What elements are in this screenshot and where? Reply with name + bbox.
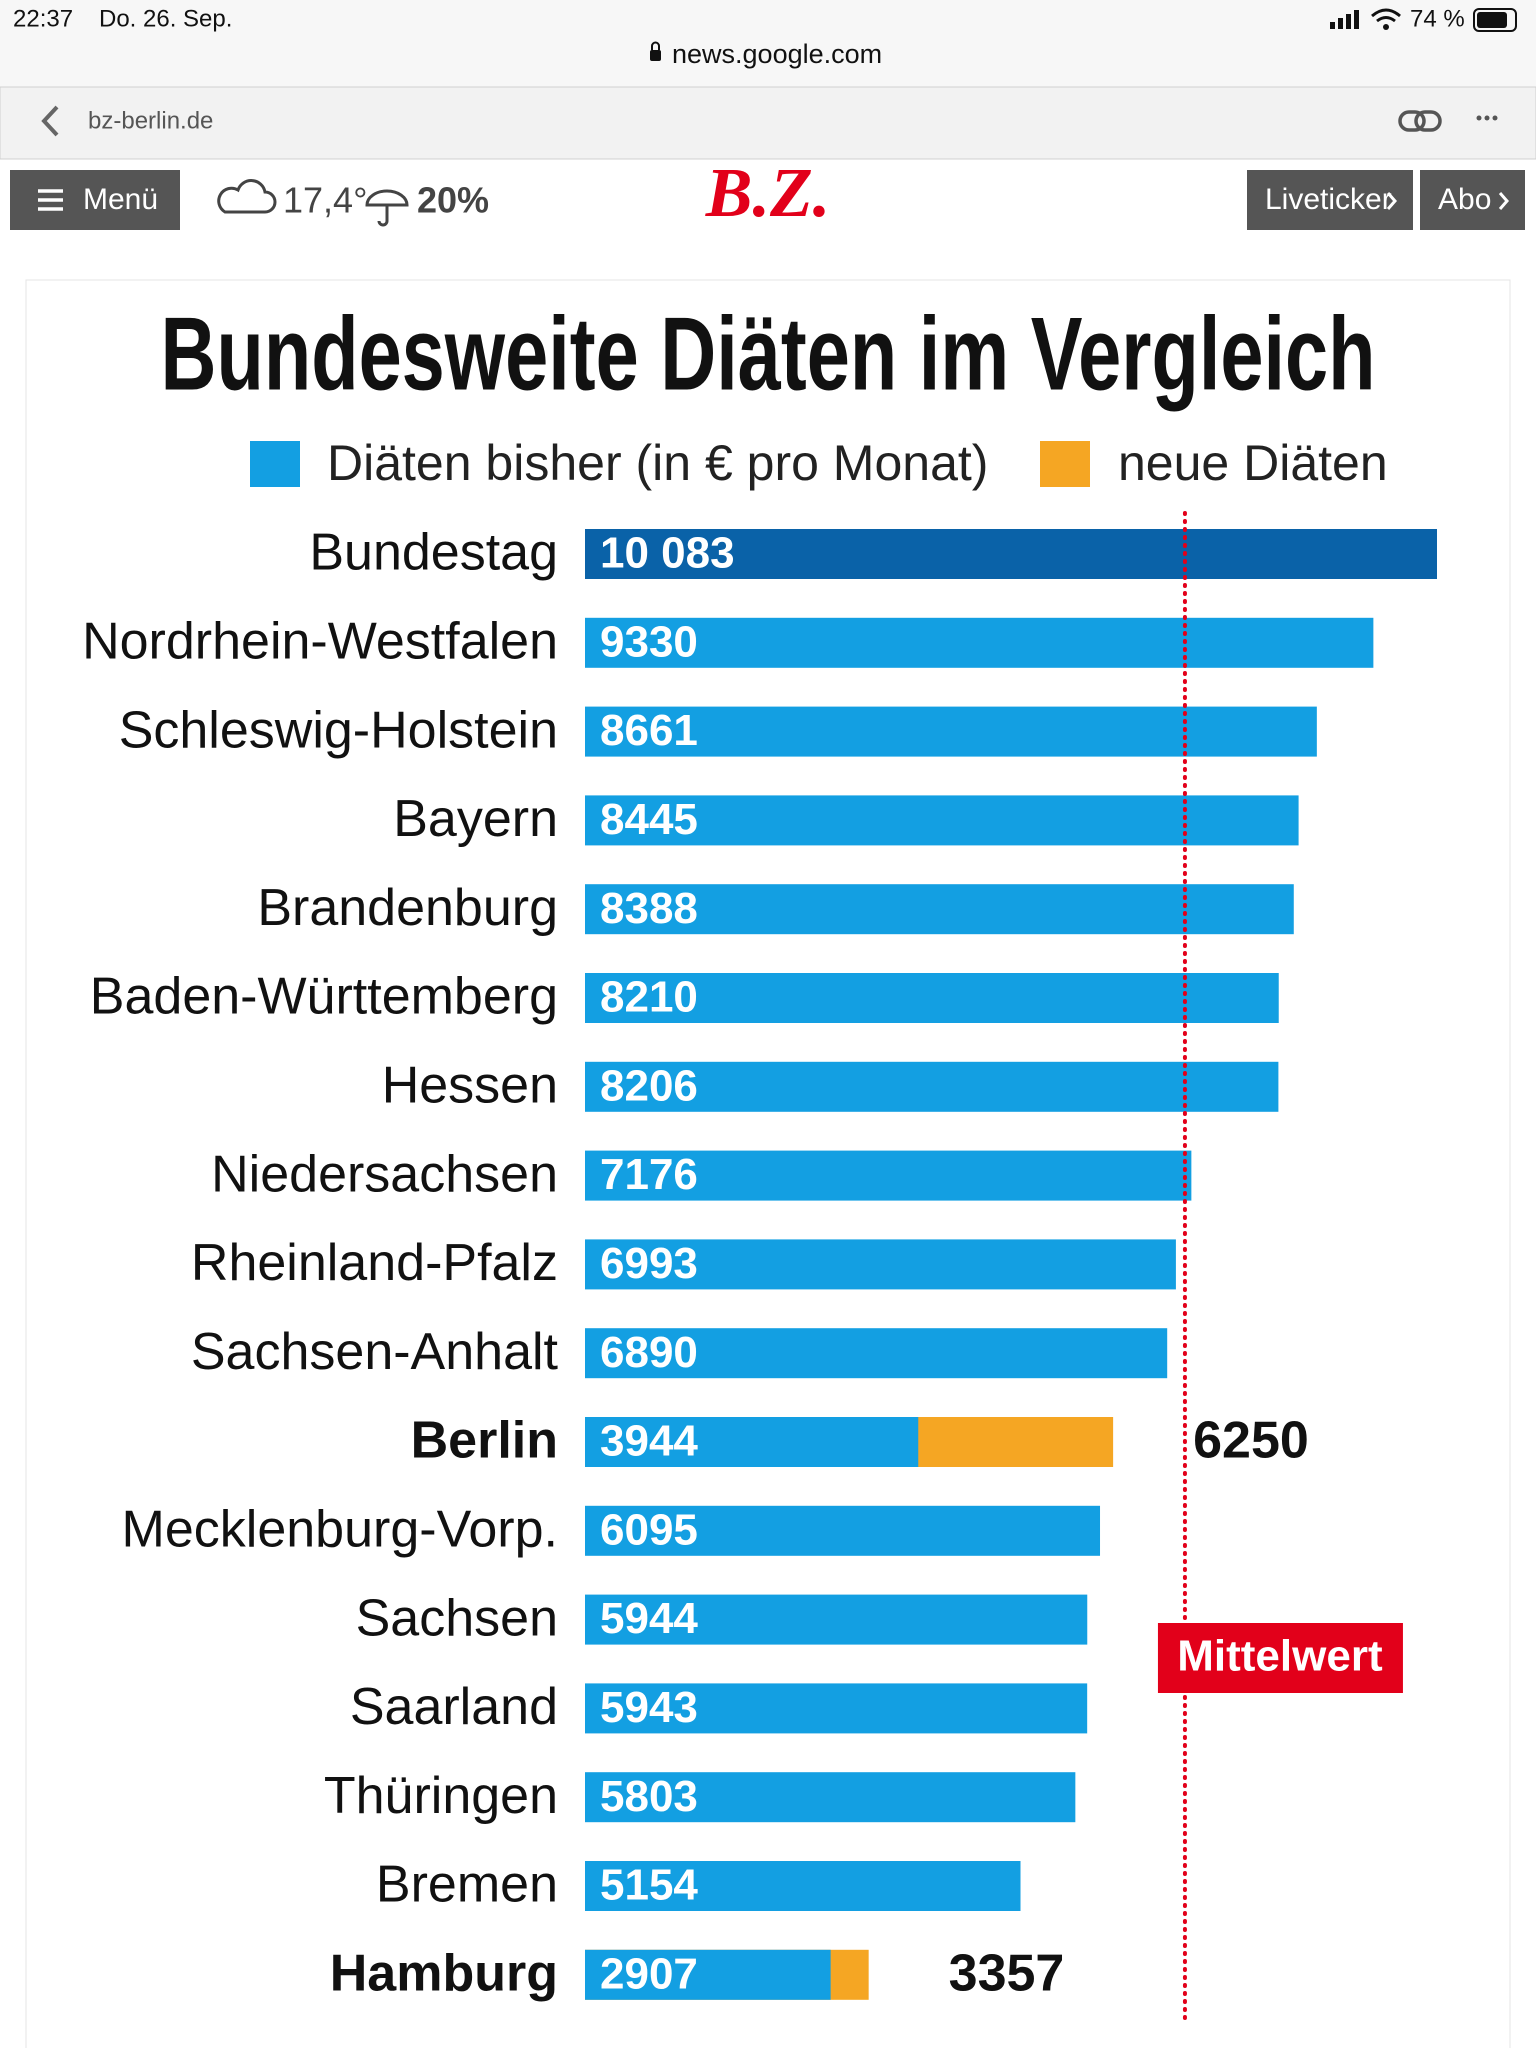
bar <box>585 884 1294 935</box>
wifi-dot <box>1383 24 1389 30</box>
category-label: Niedersachsen <box>211 1145 558 1203</box>
category-label: Mecklenburg-Vorp. <box>122 1501 558 1559</box>
category-label: Thüringen <box>324 1767 558 1825</box>
value-label: 5154 <box>600 1861 698 1910</box>
value-label: 8388 <box>600 884 698 933</box>
legend-swatch <box>250 441 300 487</box>
category-label: Bayern <box>393 790 558 848</box>
category-label: Saarland <box>350 1678 558 1736</box>
temperature: 17,4° <box>283 180 367 221</box>
value-label: 5803 <box>600 1772 698 1821</box>
rain: 20% <box>417 180 489 221</box>
lock-icon <box>650 50 661 61</box>
mean-label-box <box>1157 1623 1403 1693</box>
value-label-new: 3357 <box>949 1945 1065 2003</box>
menu-label: Menü <box>83 183 158 216</box>
bar <box>585 1949 831 2000</box>
bar <box>585 1683 1088 1734</box>
bar <box>585 1239 1176 1290</box>
category-label: Brandenburg <box>257 879 558 937</box>
value-label: 10 083 <box>600 529 735 578</box>
category-label: Hamburg <box>330 1945 558 2003</box>
value-label: 8445 <box>600 795 698 844</box>
bar <box>585 1328 1168 1379</box>
url[interactable]: news.google.com <box>672 39 882 69</box>
bar <box>585 1594 1088 1645</box>
rain-icon <box>365 189 409 227</box>
bar <box>585 706 1317 757</box>
status-time: 22:37 <box>13 5 73 32</box>
value-label: 6993 <box>600 1239 698 1288</box>
mean-label: Mittelwert <box>1177 1632 1383 1681</box>
battery-text: 74 % <box>1410 5 1465 32</box>
bar <box>585 617 1374 668</box>
liveticker-label: Liveticker <box>1265 183 1392 216</box>
value-label: 2907 <box>600 1949 698 1998</box>
bar <box>585 1061 1279 1112</box>
legend-swatch <box>1040 441 1090 487</box>
category-label: Sachsen-Anhalt <box>191 1323 559 1381</box>
bar <box>585 1505 1101 1556</box>
category-label: Baden-Württemberg <box>90 968 558 1026</box>
source-bar <box>0 86 1536 160</box>
link-button[interactable] <box>1398 110 1442 132</box>
bar <box>585 1772 1076 1823</box>
category-label: Bundestag <box>309 524 558 582</box>
value-label: 8661 <box>600 706 698 755</box>
category-label: Schleswig-Holstein <box>119 701 558 759</box>
category-label: Bremen <box>376 1856 558 1914</box>
value-label: 3944 <box>600 1417 698 1466</box>
category-label: Sachsen <box>356 1589 558 1647</box>
more-button[interactable] <box>1476 115 1498 121</box>
bar <box>585 1861 1021 1911</box>
category-label: Rheinland-Pfalz <box>191 1234 558 1292</box>
bar <box>585 529 1437 579</box>
battery-level <box>1477 12 1507 28</box>
abo-label: Abo <box>1438 183 1491 216</box>
legend-label: Diäten bisher (in € pro Monat) <box>327 435 988 491</box>
value-label: 6095 <box>600 1505 698 1554</box>
menu-icon <box>38 189 63 211</box>
bar <box>585 973 1279 1023</box>
chevron <box>1498 192 1509 210</box>
source[interactable]: bz-berlin.de <box>88 107 213 134</box>
status-bar <box>0 0 1536 87</box>
battery-icon <box>1473 8 1517 32</box>
weather-icon <box>217 179 277 214</box>
chart-title: Bundesweite Diäten im Vergleich <box>161 296 1376 412</box>
value-label: 7176 <box>600 1150 698 1199</box>
back-button[interactable] <box>41 105 59 137</box>
signal-icon <box>1330 10 1359 29</box>
logo[interactable]: B.Z. <box>705 155 830 232</box>
value-label: 9330 <box>600 617 698 666</box>
value-label: 8206 <box>600 1061 698 1110</box>
bar <box>585 1150 1192 1201</box>
value-label: 5943 <box>600 1683 698 1732</box>
liveticker-button[interactable] <box>1247 170 1413 230</box>
wifi-icon <box>1371 8 1401 23</box>
chevron <box>1386 192 1397 210</box>
value-label: 8210 <box>600 973 698 1022</box>
lock-shackle <box>651 41 660 50</box>
legend-label: neue Diäten <box>1118 435 1388 491</box>
value-label: 5944 <box>600 1594 698 1643</box>
category-label: Berlin <box>411 1412 558 1470</box>
value-label-new: 6250 <box>1193 1412 1309 1470</box>
category-label: Hessen <box>382 1057 558 1115</box>
category-label: Nordrhein-Westfalen <box>82 613 558 671</box>
status-date: Do. 26. Sep. <box>99 5 232 32</box>
value-label: 6890 <box>600 1328 698 1377</box>
bar <box>585 1417 919 1467</box>
bar <box>585 795 1299 846</box>
